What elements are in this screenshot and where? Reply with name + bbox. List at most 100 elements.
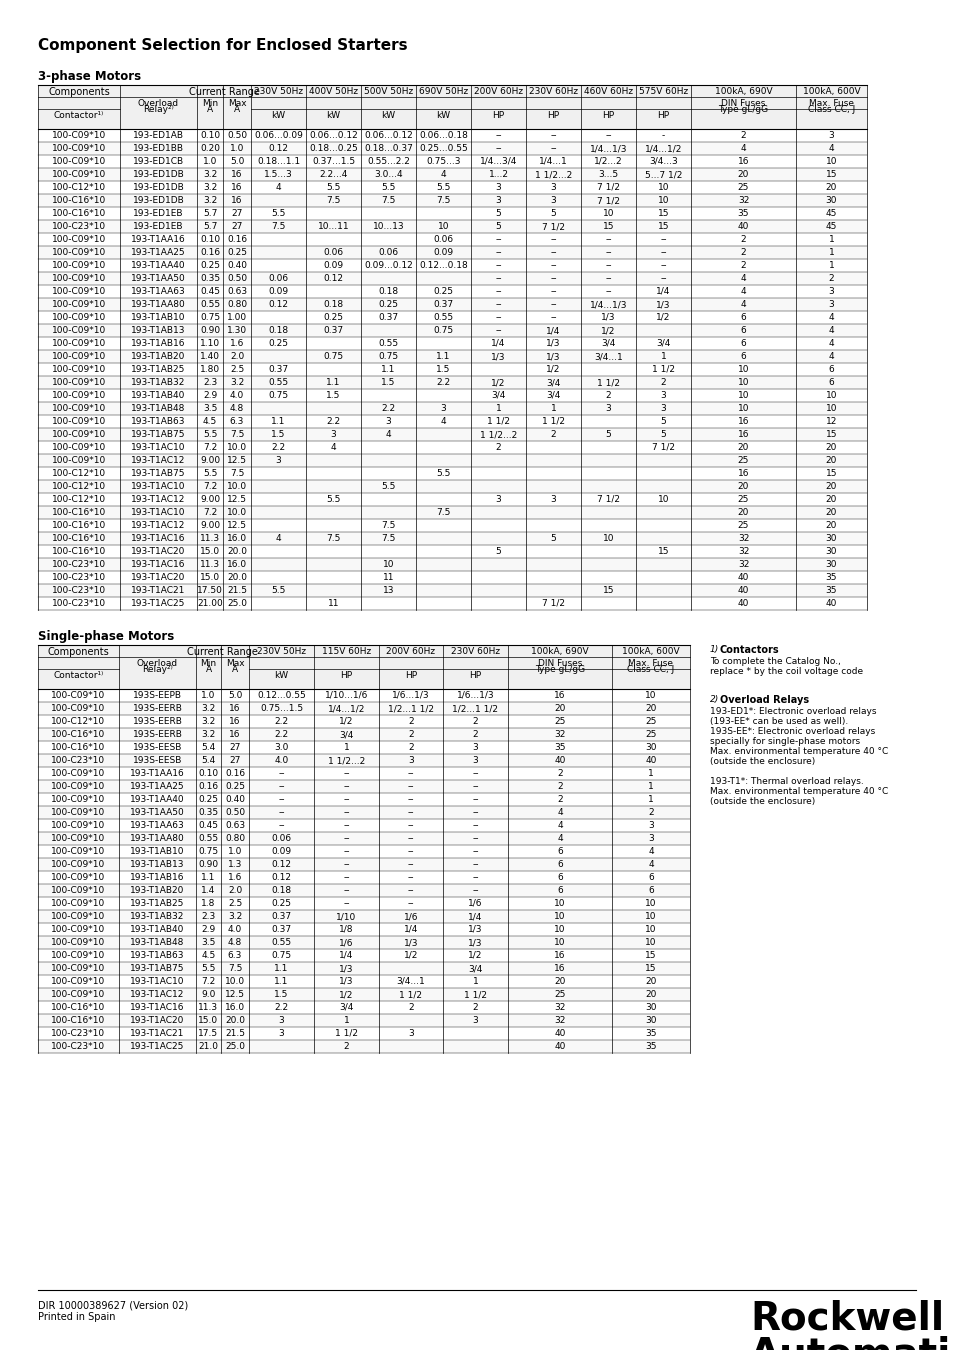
Text: 3.0: 3.0 bbox=[274, 743, 289, 752]
Text: 5: 5 bbox=[550, 535, 556, 543]
Text: kW: kW bbox=[326, 111, 340, 120]
Text: 2: 2 bbox=[557, 769, 562, 778]
Text: 40: 40 bbox=[554, 756, 565, 765]
Text: 6: 6 bbox=[557, 886, 562, 895]
Text: 0.25: 0.25 bbox=[268, 339, 288, 348]
Text: 5.5: 5.5 bbox=[271, 209, 285, 217]
Text: Min: Min bbox=[200, 659, 216, 668]
Text: 1.1: 1.1 bbox=[436, 352, 450, 360]
Text: 100-C09*10: 100-C09*10 bbox=[51, 846, 106, 856]
Text: 1.6: 1.6 bbox=[230, 339, 244, 348]
Text: 3/4: 3/4 bbox=[339, 730, 354, 738]
Text: 30: 30 bbox=[825, 196, 837, 205]
Text: 25.0: 25.0 bbox=[227, 599, 247, 608]
Text: 100-C16*10: 100-C16*10 bbox=[51, 535, 106, 543]
Text: 0.75...1.5: 0.75...1.5 bbox=[259, 703, 303, 713]
Text: 1/6: 1/6 bbox=[468, 899, 482, 909]
Text: 2: 2 bbox=[660, 378, 665, 387]
Bar bbox=[38, 506, 866, 518]
Text: 193S-EERB: 193S-EERB bbox=[132, 730, 182, 738]
Text: 6: 6 bbox=[828, 378, 834, 387]
Text: 1.0: 1.0 bbox=[228, 846, 242, 856]
Text: 9.00: 9.00 bbox=[200, 495, 220, 504]
Text: 16: 16 bbox=[229, 730, 240, 738]
Text: 193-T1AA63: 193-T1AA63 bbox=[131, 288, 186, 296]
Bar bbox=[38, 1027, 689, 1040]
Text: 1.4: 1.4 bbox=[201, 886, 215, 895]
Text: 193-T1AA50: 193-T1AA50 bbox=[130, 809, 185, 817]
Text: --: -- bbox=[550, 274, 557, 284]
Text: 5.5: 5.5 bbox=[203, 431, 217, 439]
Text: --: -- bbox=[604, 248, 611, 256]
Text: 1 1/2...2: 1 1/2...2 bbox=[479, 431, 517, 439]
Text: 20: 20 bbox=[644, 703, 656, 713]
Bar bbox=[38, 988, 689, 1000]
Text: --: -- bbox=[472, 846, 478, 856]
Text: 3: 3 bbox=[385, 417, 391, 427]
Text: --: -- bbox=[659, 235, 666, 244]
Text: 1: 1 bbox=[828, 248, 834, 256]
Text: 10: 10 bbox=[737, 364, 748, 374]
Text: 0.63: 0.63 bbox=[225, 821, 245, 830]
Text: 0.18...0.25: 0.18...0.25 bbox=[309, 144, 357, 153]
Text: 193-T1AC10: 193-T1AC10 bbox=[131, 977, 185, 986]
Text: 100-C23*10: 100-C23*10 bbox=[51, 1042, 106, 1052]
Text: 230V 60Hz: 230V 60Hz bbox=[451, 647, 499, 656]
Text: 15.0: 15.0 bbox=[200, 547, 220, 556]
Text: 2.2: 2.2 bbox=[274, 1003, 288, 1012]
Text: 5: 5 bbox=[659, 417, 666, 427]
Text: 35: 35 bbox=[644, 1042, 656, 1052]
Text: 40: 40 bbox=[825, 599, 837, 608]
Text: 32: 32 bbox=[737, 196, 748, 205]
Text: 16: 16 bbox=[231, 196, 242, 205]
Text: 0.40: 0.40 bbox=[225, 795, 245, 805]
Text: 193-ED1DB: 193-ED1DB bbox=[132, 196, 184, 205]
Text: 193-T1AA63: 193-T1AA63 bbox=[130, 821, 185, 830]
Text: 193-T1AB10: 193-T1AB10 bbox=[132, 313, 186, 323]
Text: --: -- bbox=[343, 782, 350, 791]
Text: 11.3: 11.3 bbox=[200, 535, 220, 543]
Text: 0.75: 0.75 bbox=[433, 325, 453, 335]
Text: 10: 10 bbox=[825, 392, 837, 400]
Text: 0.25: 0.25 bbox=[198, 795, 218, 805]
Text: 1/2: 1/2 bbox=[600, 325, 615, 335]
Text: 40: 40 bbox=[737, 221, 748, 231]
Text: 0.06: 0.06 bbox=[323, 248, 343, 256]
Text: Contactor¹⁾: Contactor¹⁾ bbox=[53, 671, 104, 680]
Bar bbox=[38, 338, 866, 350]
Text: 45: 45 bbox=[825, 209, 837, 217]
Text: Type gL/gG: Type gL/gG bbox=[535, 666, 584, 674]
Text: 4: 4 bbox=[647, 860, 653, 869]
Text: 2: 2 bbox=[740, 261, 745, 270]
Text: 2: 2 bbox=[740, 248, 745, 256]
Text: 100-C12*10: 100-C12*10 bbox=[51, 468, 106, 478]
Text: 25: 25 bbox=[737, 456, 748, 464]
Text: 5: 5 bbox=[605, 431, 611, 439]
Text: 0.12...0.18: 0.12...0.18 bbox=[418, 261, 467, 270]
Text: 10: 10 bbox=[602, 209, 614, 217]
Text: 1.1: 1.1 bbox=[274, 964, 289, 973]
Text: 3: 3 bbox=[275, 456, 281, 464]
Text: Max. Fuse: Max. Fuse bbox=[808, 99, 853, 108]
Text: 10: 10 bbox=[825, 404, 837, 413]
Text: 1/2: 1/2 bbox=[339, 717, 354, 726]
Text: Automation: Automation bbox=[749, 1335, 953, 1350]
Bar bbox=[38, 85, 866, 130]
Bar bbox=[38, 896, 689, 910]
Text: 10: 10 bbox=[657, 196, 669, 205]
Text: --: -- bbox=[550, 144, 557, 153]
Text: HP: HP bbox=[492, 111, 504, 120]
Text: 3: 3 bbox=[550, 184, 556, 192]
Text: 100-C09*10: 100-C09*10 bbox=[51, 886, 106, 895]
Text: 193-T1AB20: 193-T1AB20 bbox=[132, 352, 186, 360]
Text: 30: 30 bbox=[644, 1017, 656, 1025]
Text: Contactors: Contactors bbox=[720, 645, 779, 655]
Text: 0.16: 0.16 bbox=[227, 235, 247, 244]
Text: 193-T1AC20: 193-T1AC20 bbox=[131, 1017, 185, 1025]
Text: 2.2: 2.2 bbox=[272, 443, 285, 452]
Text: 5.0: 5.0 bbox=[230, 157, 244, 166]
Text: 100-C23*10: 100-C23*10 bbox=[51, 221, 106, 231]
Text: 193-T1AC16: 193-T1AC16 bbox=[131, 1003, 185, 1012]
Text: 100kA, 600V: 100kA, 600V bbox=[801, 86, 860, 96]
Text: 1/3: 1/3 bbox=[600, 313, 615, 323]
